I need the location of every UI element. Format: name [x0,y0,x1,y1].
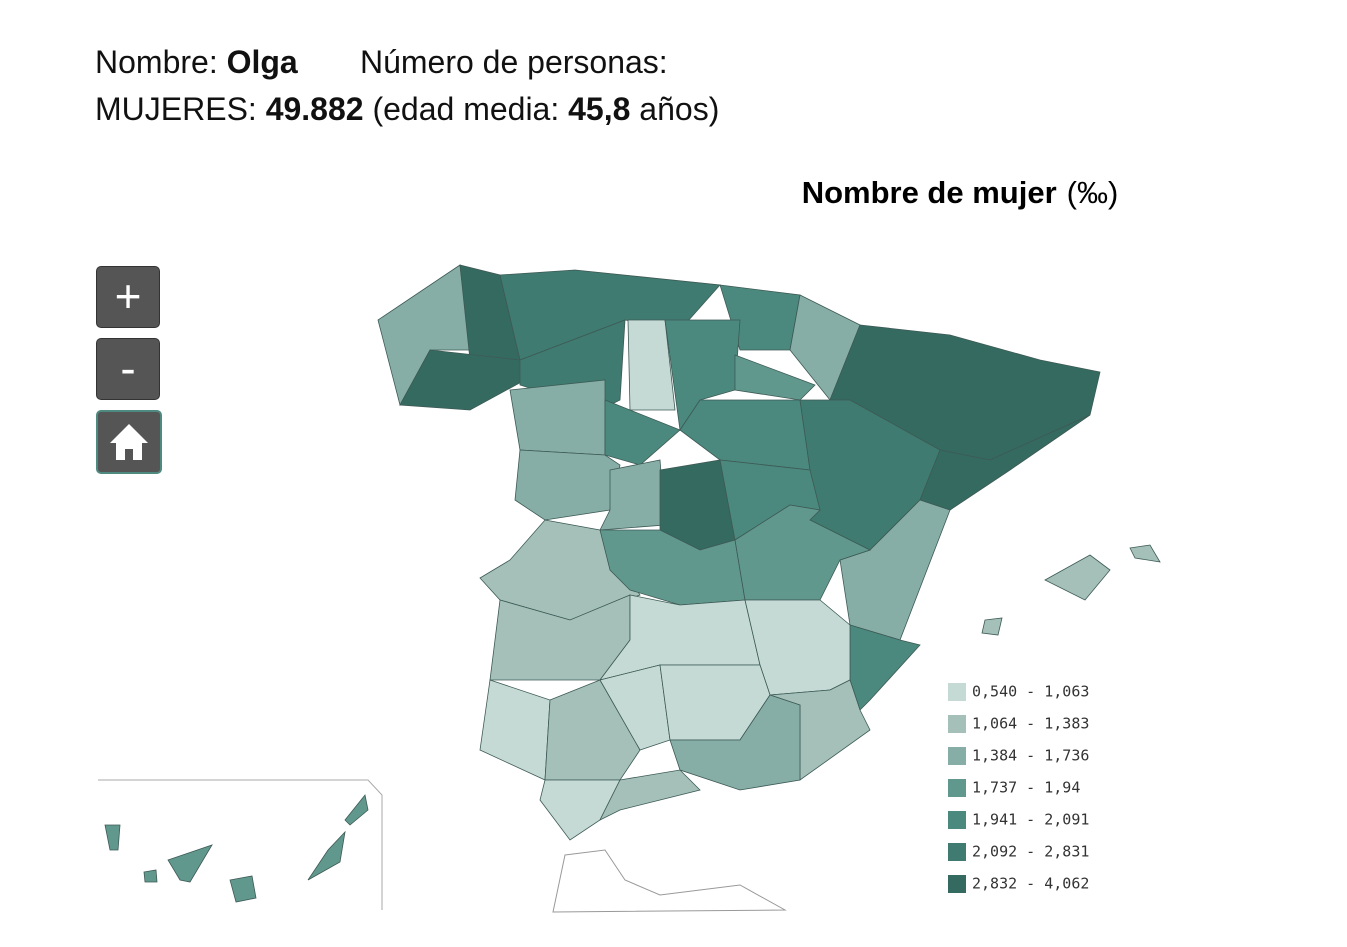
zoom-out-button[interactable]: - [96,338,160,400]
province [669,694,801,791]
legend-label: 1,384 - 1,736 [972,747,1089,765]
count: 49.882 [265,91,364,127]
legend-label: 0,540 - 1,063 [972,683,1089,701]
africa-coast [552,849,787,913]
map-title: Nombre de mujer (‰) [802,175,1119,210]
title: Nombre de mujer [802,175,1057,210]
legend-swatch [948,811,966,829]
legend-swatch [948,715,966,733]
legend-swatch [948,747,966,765]
name: Olga [226,44,298,80]
province [679,399,811,471]
header-line: MUJERES: 49.882 (edad media: 45,8 años) [95,91,719,128]
legend-swatch [948,779,966,797]
label: Número de personas: [359,44,668,80]
legend: 0,540 - 1,063 1,064 - 1,383 1,384 - 1,736 1… [948,683,1089,893]
province [539,779,621,841]
unit: (‰) [1067,175,1119,210]
home-icon [110,424,148,460]
legend-swatch [948,683,966,701]
province [479,679,551,781]
legend-label: 2,832 - 4,062 [972,875,1089,893]
legend-swatch [948,843,966,861]
province [849,624,921,711]
provinces [104,264,1161,903]
legend-label: 2,092 - 2,831 [972,843,1089,861]
province [981,617,1003,636]
label: MUJERES: [95,91,257,127]
province [664,319,741,432]
province [229,875,257,903]
label: años) [639,91,720,127]
province [514,449,621,521]
label: Nombre: [95,44,218,80]
province [544,679,641,781]
province [143,869,158,883]
province [344,794,369,826]
inset-frame [98,779,383,910]
age: 45,8 [568,91,631,127]
zoom-in-button[interactable]: + [96,266,160,328]
province [599,459,666,531]
legend-label: 1,941 - 2,091 [972,811,1089,829]
province [167,844,213,883]
province [627,319,676,411]
province [1044,554,1111,601]
legend-swatch [948,875,966,893]
province [599,769,701,821]
header-line: Nombre: Olga Número de personas: [95,44,668,81]
label: (edad media: [372,91,560,127]
province [104,824,121,851]
province [377,264,471,407]
province [307,830,346,881]
home-button[interactable] [96,410,162,474]
legend-label: 1,064 - 1,383 [972,715,1089,733]
legend-label: 1,737 - 1,94 [972,779,1080,797]
province [1129,544,1161,563]
province [509,379,606,456]
